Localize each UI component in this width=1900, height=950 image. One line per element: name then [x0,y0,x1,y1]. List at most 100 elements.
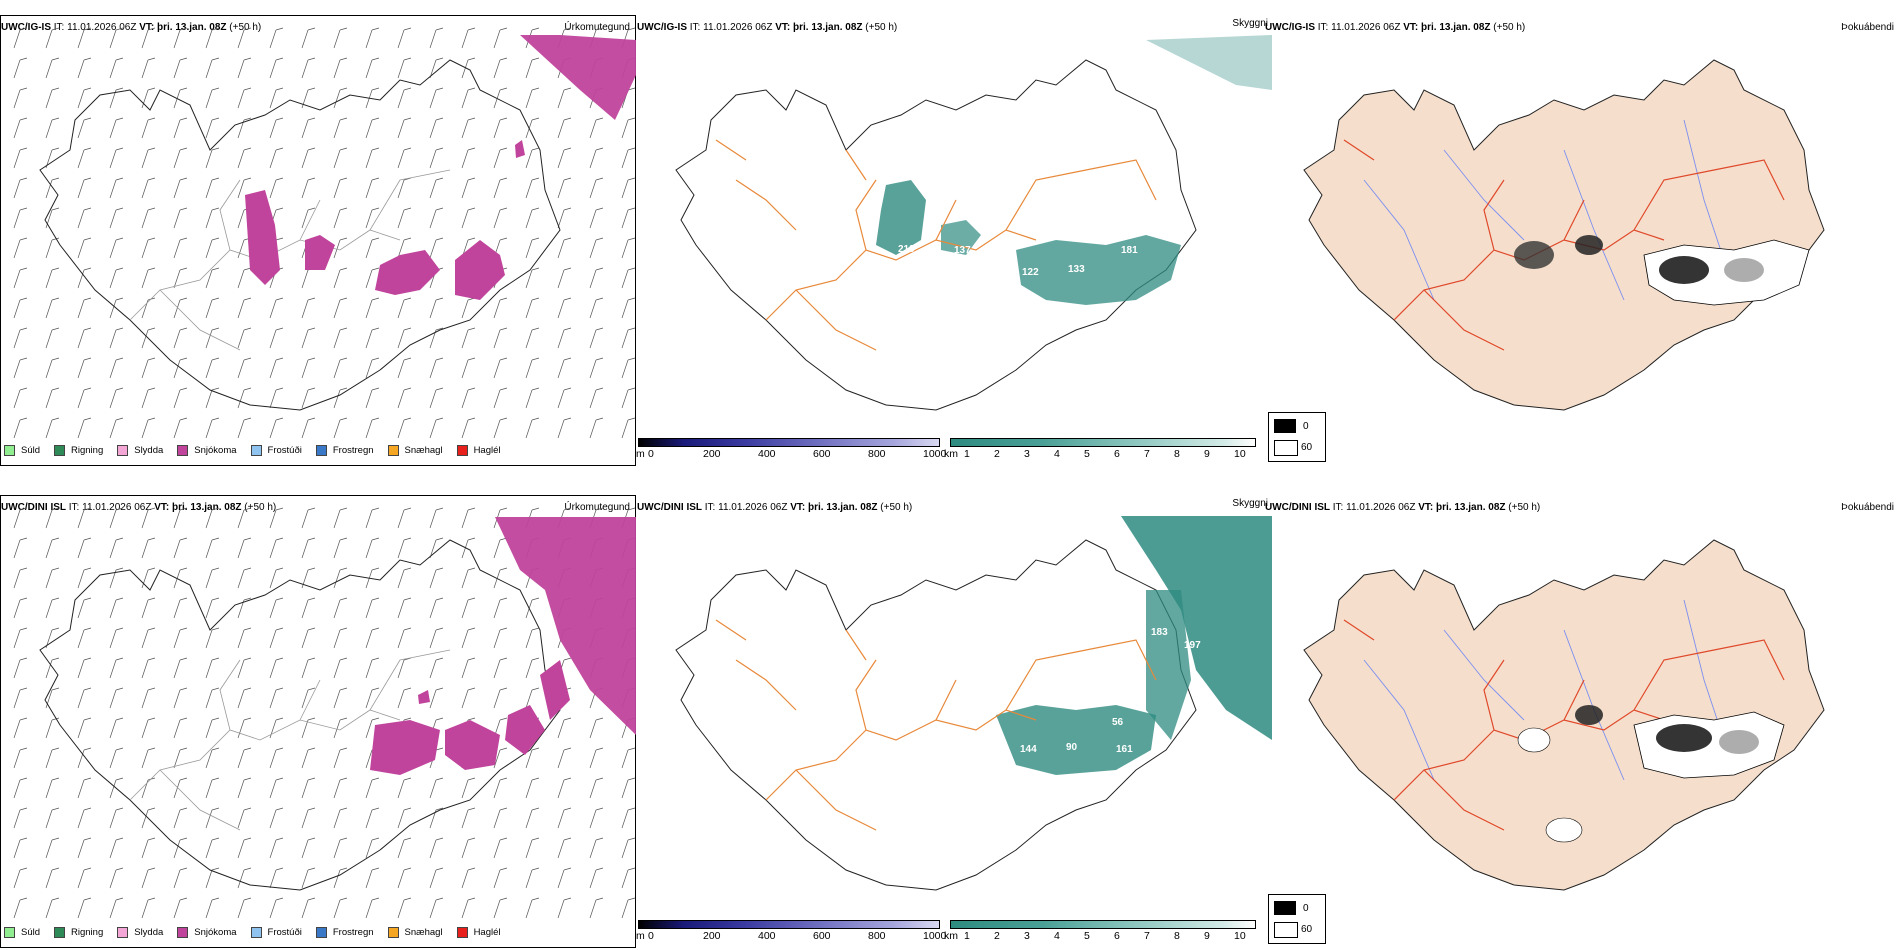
wind-barb [429,897,444,919]
wind-barb [141,117,156,139]
scale-tick: 9 [1204,930,1210,942]
wind-barb [557,177,572,199]
wind-barb [301,207,316,229]
wind-barb [205,57,220,79]
scale-tick: 6 [1114,448,1120,460]
wind-barb [205,177,220,199]
wind-barb [13,717,28,739]
wind-barb [461,867,476,889]
wind-barb [141,87,156,109]
wind-barb [557,87,572,109]
wind-barb [397,687,412,709]
wind-barb [525,327,540,349]
wind-barb [429,567,444,589]
wind-barb [77,207,92,229]
wind-barb [205,267,220,289]
wind-barb [237,387,252,409]
wind-barb [77,357,92,379]
wind-barb [205,627,220,649]
wind-barb [461,357,476,379]
wind-barb [141,687,156,709]
wind-barb [13,567,28,589]
wind-barb [109,177,124,199]
wind-barb [621,177,636,199]
wind-barb [237,627,252,649]
wind-barb [269,537,284,559]
wind-barb [365,687,380,709]
wind-barb [205,747,220,769]
fog-map [1303,539,1825,891]
wind-barb [269,597,284,619]
panel-title: Þokuábendi [1841,502,1894,513]
legend-swatch [387,444,399,456]
wind-barb [269,867,284,889]
wind-barb [397,777,412,799]
wind-barb [493,417,508,439]
wind-barb [557,387,572,409]
legend-swatch [4,926,15,938]
wind-barb [493,297,508,319]
wind-barb [269,567,284,589]
legend-item-frostregn: Frostregn [315,926,374,938]
wind-barb [269,417,284,439]
wind-barb [109,327,124,349]
wind-barb [205,867,220,889]
wind-barb [621,117,636,139]
wind-barb [109,147,124,169]
wind-barb [557,747,572,769]
wind-barb [333,597,348,619]
wind-barb [45,417,60,439]
wind-barb [13,777,28,799]
wind-barb [109,117,124,139]
wind-barb [77,687,92,709]
wind-barb [141,867,156,889]
wind-barb [621,417,636,439]
wind-barb [461,327,476,349]
fog-panel-row1: UWC/IG-IS IT: 11.01.2026 06Z VT: þri. 13… [1264,0,1900,470]
wind-barb [461,117,476,139]
scale-tick: 1000 [923,930,947,942]
scale-tick: 800 [868,930,886,942]
wind-barb [621,897,636,919]
wind-barb [589,717,604,739]
wind-barb [269,687,284,709]
wind-barb [205,297,220,319]
wind-barb [237,747,252,769]
wind-barb [269,837,284,859]
wind-barb [429,177,444,199]
wind-barb [301,147,316,169]
wind-barb [45,657,60,679]
wind-barb [141,597,156,619]
wind-barb [237,417,252,439]
scale-tick: 3 [1024,448,1030,460]
wind-barb [589,117,604,139]
wind-barb [77,807,92,829]
wind-barb [557,327,572,349]
legend-label: Haglél [473,444,501,456]
wind-barb [333,267,348,289]
scale-tick: 600 [813,930,831,942]
wind-barb [493,657,508,679]
wind-barb [461,177,476,199]
wind-barb [205,807,220,829]
wind-barb [269,657,284,679]
legend-label: Súld [21,926,41,938]
wind-barb [301,417,316,439]
wind-barb [13,537,28,559]
visibility-map: 183 197 126 35 144 90 56 161 [675,516,1272,891]
wind-barb [397,597,412,619]
wind-barb [621,387,636,409]
fog-map [1303,59,1825,411]
wind-barb [301,717,316,739]
wind-barb [237,267,252,289]
wind-barb [589,807,604,829]
wind-barb [173,327,188,349]
panel-header: UWC/DINI ISL IT: 11.01.2026 06Z VT: þri.… [1,502,277,513]
wind-barb [109,237,124,259]
wind-barb [429,27,444,49]
wind-barb [45,117,60,139]
wind-barb [237,87,252,109]
scale-tick: 400 [758,930,776,942]
visibility-value-label: 63 [911,257,923,268]
panel-header: UWC/IG-IS IT: 11.01.2026 06Z VT: þri. 13… [637,22,898,33]
